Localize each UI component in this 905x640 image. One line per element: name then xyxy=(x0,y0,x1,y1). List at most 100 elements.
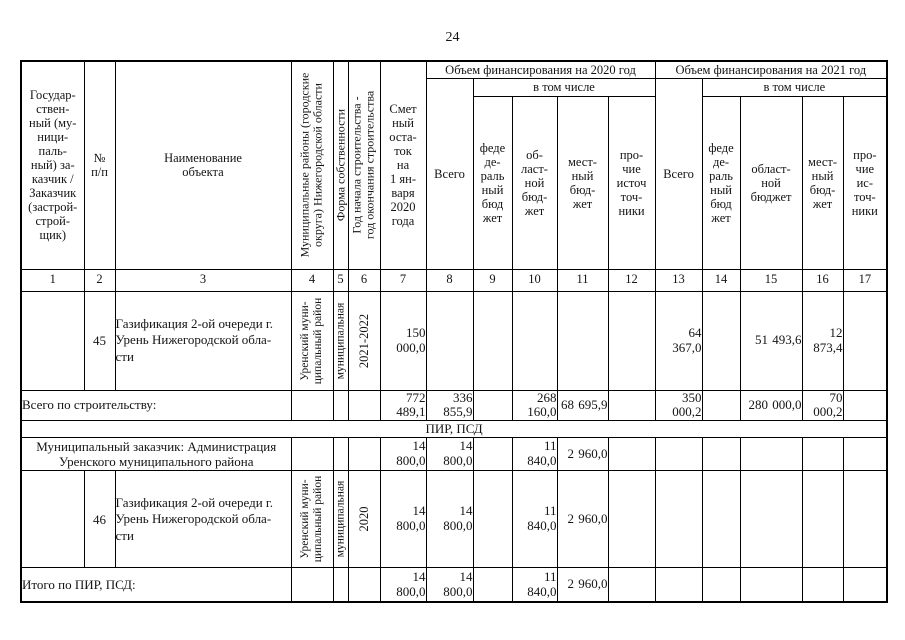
header-num: № п/п xyxy=(83,60,116,270)
empty-cell xyxy=(607,437,656,472)
municipal-customer-obl-2020: 11 840,0 xyxy=(511,437,558,472)
header-including-2021: в том числе xyxy=(701,77,888,97)
empty-cell xyxy=(801,470,844,569)
row45-object-name: Газификация 2-ой очереди г. Урень Нижего… xyxy=(114,290,292,391)
empty-cell xyxy=(607,290,656,391)
municipal-customer-mest-2020: 2 960,0 xyxy=(556,437,609,472)
header-years-label: Год начала строительства - год окончания… xyxy=(349,91,377,240)
total-construction-obl-2020: 268 160,0 xyxy=(511,389,558,422)
empty-cell xyxy=(739,437,803,472)
header-fed-2021: феде де- раль ный бюд жет xyxy=(701,95,741,270)
table-row-section-pir: ПИР, ПСД xyxy=(20,420,888,439)
row46-smeta: 14 800,0 xyxy=(379,470,427,569)
empty-cell xyxy=(739,567,803,603)
empty-cell xyxy=(347,567,381,603)
colnum-11: 11 xyxy=(556,268,609,292)
table-row-45: 45 Газификация 2-ой очереди г. Урень Ниж… xyxy=(20,290,888,391)
empty-cell xyxy=(842,290,888,391)
header-total-2021: Всего xyxy=(654,77,703,270)
colnum-17: 17 xyxy=(842,268,888,292)
header-fin2021-group: Объем финансирования на 2021 год xyxy=(654,60,888,79)
total-pir-2020: 14 800,0 xyxy=(425,567,474,603)
empty-cell xyxy=(801,437,844,472)
page-number: 24 xyxy=(445,30,460,45)
row45-mest-2021: 12 873,4 xyxy=(801,290,844,391)
total-pir-label: Итого по ПИР, ПСД: xyxy=(20,567,292,603)
row46-obl-2020: 11 840,0 xyxy=(511,470,558,569)
row46-ownership: муниципальная xyxy=(332,470,349,569)
total-pir-smeta: 14 800,0 xyxy=(379,567,427,603)
colnum-9: 9 xyxy=(472,268,513,292)
financing-table: Государ- ствен- ный (му- ници- паль- ный… xyxy=(20,60,889,603)
total-construction-mest-2020: 68 695,9 xyxy=(556,389,609,422)
empty-cell xyxy=(472,470,513,569)
empty-cell xyxy=(511,290,558,391)
header-including-2020: в том числе xyxy=(472,77,656,97)
row45-district: Уренский муни- ципальный район xyxy=(290,290,334,391)
colnum-5: 5 xyxy=(332,268,349,292)
header-other-2020: про- чие источ точ- ники xyxy=(607,95,656,270)
header-fin2020-group: Объем финансирования на 2020 год xyxy=(425,60,656,79)
row45-years-label: 2021-2022 xyxy=(357,313,371,368)
total-pir-obl-2020: 11 840,0 xyxy=(511,567,558,603)
header-ownership-label: Форма собственности xyxy=(333,109,347,222)
total-construction-obl-2021: 280 000,0 xyxy=(739,389,803,422)
colnum-10: 10 xyxy=(511,268,558,292)
row46-object-name: Газификация 2-ой очереди г. Урень Нижего… xyxy=(114,470,292,569)
row46-district: Уренский муни- ципальный район xyxy=(290,470,334,569)
empty-cell xyxy=(472,389,513,422)
empty-cell xyxy=(654,437,703,472)
total-construction-label: Всего по строительству: xyxy=(20,389,292,422)
empty-cell xyxy=(842,567,888,603)
row45-obl-2021: 51 493,6 xyxy=(739,290,803,391)
row46-total-2020: 14 800,0 xyxy=(425,470,474,569)
municipal-customer-2020: 14 800,0 xyxy=(425,437,474,472)
table-row-46: 46 Газификация 2-ой очереди г. Урень Ниж… xyxy=(20,470,888,569)
colnum-1: 1 xyxy=(20,268,85,292)
header-object-name: Наименование объекта xyxy=(114,60,292,270)
empty-cell xyxy=(701,437,741,472)
empty-cell xyxy=(739,470,803,569)
header-years: Год начала строительства - год окончания… xyxy=(347,60,381,270)
empty-cell xyxy=(701,290,741,391)
empty-cell xyxy=(347,437,381,472)
colnum-14: 14 xyxy=(701,268,741,292)
header-fed-2020: феде де- раль ный бюд жет xyxy=(472,95,513,270)
colnum-16: 16 xyxy=(801,268,844,292)
header-customer: Государ- ствен- ный (му- ници- паль- ный… xyxy=(20,60,85,270)
empty-cell xyxy=(332,567,349,603)
empty-cell xyxy=(472,290,513,391)
colnum-7: 7 xyxy=(379,268,427,292)
row46-mest-2020: 2 960,0 xyxy=(556,470,609,569)
header-district-label: Муниципальные районы (городские округа) … xyxy=(297,72,325,258)
row45-num: 45 xyxy=(83,290,116,391)
row45-years: 2021-2022 xyxy=(347,290,381,391)
total-construction-2021: 350 000,2 xyxy=(654,389,703,422)
total-construction-2020: 336 855,9 xyxy=(425,389,474,422)
empty-cell xyxy=(332,437,349,472)
header-ownership: Форма собственности xyxy=(332,60,349,270)
empty-cell xyxy=(290,389,334,422)
header-mest-2021: мест- ный бюд- жет xyxy=(801,95,844,270)
row45-district-label: Уренский муни- ципальный район xyxy=(299,297,324,384)
table-row-total-pir: Итого по ПИР, ПСД: 14 800,0 14 800,0 11 … xyxy=(20,567,888,603)
municipal-customer-smeta: 14 800,0 xyxy=(379,437,427,472)
header-obl-2020: об- ласт- ной бюд- жет xyxy=(511,95,558,270)
table-row-total-construction: Всего по строительству: 772 489,1 336 85… xyxy=(20,389,888,422)
empty-cell xyxy=(607,567,656,603)
colnum-13: 13 xyxy=(654,268,703,292)
empty-cell xyxy=(842,437,888,472)
empty-cell xyxy=(701,470,741,569)
header-other-2021: про- чие ис- точ- ники xyxy=(842,95,888,270)
total-pir-mest-2020: 2 960,0 xyxy=(556,567,609,603)
empty-cell xyxy=(332,389,349,422)
empty-cell xyxy=(20,290,85,391)
empty-cell xyxy=(556,290,609,391)
empty-cell xyxy=(842,389,888,422)
section-pir-label: ПИР, ПСД xyxy=(20,420,888,439)
table-row-municipal-customer: Муниципальный заказчик: Администрация Ур… xyxy=(20,437,888,472)
empty-cell xyxy=(801,567,844,603)
colnum-2: 2 xyxy=(83,268,116,292)
colnum-15: 15 xyxy=(739,268,803,292)
